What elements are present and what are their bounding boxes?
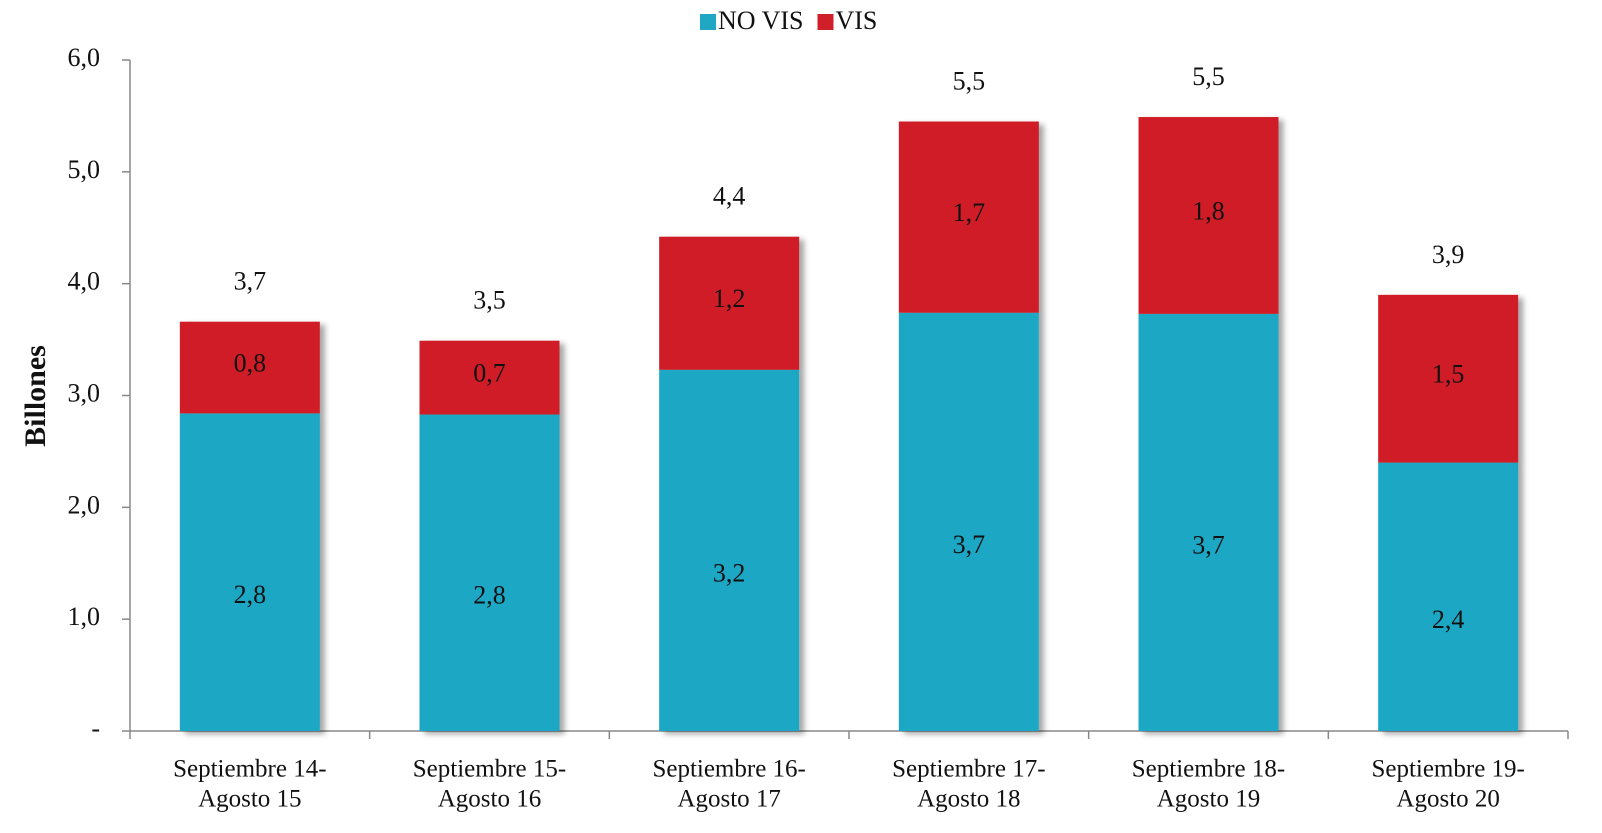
y-tick-label: 2,0 bbox=[68, 490, 101, 519]
bar-segment bbox=[1378, 294, 1519, 463]
x-tick-label: Septiembre 14- bbox=[173, 756, 326, 783]
value-label: 0,7 bbox=[473, 359, 506, 388]
legend-label: NO VIS bbox=[718, 6, 803, 35]
x-tick-label: Agosto 15 bbox=[198, 786, 301, 813]
value-label: 3,7 bbox=[1192, 530, 1225, 559]
x-tick-label: Agosto 18 bbox=[917, 786, 1020, 813]
bar-stack bbox=[1378, 294, 1519, 731]
bar-stack bbox=[898, 121, 1039, 731]
value-label: 0,8 bbox=[234, 349, 267, 378]
bar-stack bbox=[1138, 117, 1279, 731]
bar-segment bbox=[179, 413, 320, 731]
value-label: 1,8 bbox=[1192, 196, 1225, 225]
y-tick-label: 6,0 bbox=[68, 43, 101, 72]
value-label: 3,7 bbox=[953, 530, 986, 559]
y-tick-label: 3,0 bbox=[68, 378, 101, 407]
x-tick-label: Agosto 19 bbox=[1157, 786, 1260, 813]
x-tick-label: Agosto 20 bbox=[1396, 786, 1499, 813]
y-tick-label: 1,0 bbox=[68, 602, 101, 631]
y-tick-label: - bbox=[91, 714, 100, 743]
total-label: 3,9 bbox=[1432, 240, 1465, 269]
x-tick-label: Agosto 17 bbox=[677, 786, 780, 813]
bar-segment bbox=[659, 369, 800, 731]
value-label: 2,4 bbox=[1432, 605, 1465, 634]
total-label: 3,5 bbox=[473, 286, 506, 315]
legend-label: VIS bbox=[835, 6, 877, 35]
legend-swatch bbox=[700, 14, 716, 30]
bar-segment bbox=[1138, 117, 1279, 314]
total-label: 5,5 bbox=[1192, 62, 1225, 91]
value-label: 2,8 bbox=[234, 580, 267, 609]
y-axis-label: Billones bbox=[19, 345, 52, 447]
total-label: 3,7 bbox=[234, 267, 267, 296]
bar-segment bbox=[898, 121, 1039, 313]
x-tick-label: Septiembre 16- bbox=[652, 756, 805, 783]
bar-stack bbox=[419, 340, 560, 731]
bar-segment bbox=[1138, 313, 1279, 731]
value-label: 1,2 bbox=[713, 284, 746, 313]
x-tick-label: Septiembre 15- bbox=[413, 756, 566, 783]
total-label: 4,4 bbox=[713, 182, 746, 211]
bar-segment bbox=[419, 414, 560, 731]
value-label: 1,5 bbox=[1432, 360, 1465, 389]
x-tick-label: Agosto 16 bbox=[438, 786, 541, 813]
bar-segment bbox=[659, 236, 800, 370]
legend-swatch bbox=[817, 14, 834, 30]
bar-segment bbox=[419, 340, 560, 415]
x-tick-label: Septiembre 17- bbox=[892, 756, 1045, 783]
bar-stack bbox=[179, 321, 320, 731]
x-tick-label: Septiembre 18- bbox=[1132, 756, 1285, 783]
value-label: 1,7 bbox=[953, 198, 986, 227]
value-label: 3,2 bbox=[713, 558, 746, 587]
x-tick-label: Septiembre 19- bbox=[1371, 756, 1524, 783]
total-label: 5,5 bbox=[953, 66, 986, 95]
y-tick-label: 5,0 bbox=[68, 155, 101, 184]
bar-segment bbox=[179, 321, 320, 414]
y-tick-label: 4,0 bbox=[68, 267, 101, 296]
bar-segment bbox=[1378, 462, 1519, 731]
value-label: 2,8 bbox=[473, 581, 506, 610]
bar-stack bbox=[659, 236, 800, 731]
bar-segment bbox=[898, 312, 1039, 731]
